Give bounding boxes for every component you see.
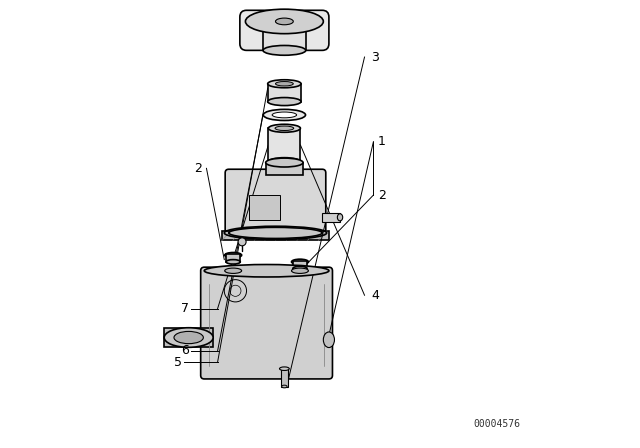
FancyBboxPatch shape — [268, 84, 301, 102]
Ellipse shape — [291, 268, 308, 273]
Text: 7: 7 — [180, 302, 189, 315]
Text: 6: 6 — [180, 345, 189, 358]
Ellipse shape — [282, 385, 287, 388]
Ellipse shape — [268, 98, 301, 106]
Text: 2: 2 — [194, 162, 202, 175]
Ellipse shape — [337, 214, 342, 221]
Ellipse shape — [238, 238, 246, 246]
Ellipse shape — [245, 9, 323, 34]
Ellipse shape — [204, 264, 329, 277]
FancyBboxPatch shape — [266, 163, 303, 175]
Text: 1: 1 — [378, 135, 386, 148]
Ellipse shape — [272, 112, 296, 118]
FancyBboxPatch shape — [268, 128, 300, 162]
FancyBboxPatch shape — [293, 260, 307, 268]
Ellipse shape — [226, 260, 240, 264]
Text: 3: 3 — [371, 51, 379, 64]
Text: 2: 2 — [378, 189, 386, 202]
Ellipse shape — [275, 82, 293, 86]
Ellipse shape — [275, 18, 293, 25]
Ellipse shape — [268, 124, 300, 132]
FancyBboxPatch shape — [281, 369, 288, 387]
FancyBboxPatch shape — [201, 267, 332, 379]
Ellipse shape — [291, 259, 308, 264]
Ellipse shape — [228, 227, 322, 238]
Ellipse shape — [174, 332, 204, 344]
Ellipse shape — [266, 158, 303, 167]
Ellipse shape — [280, 367, 289, 370]
Text: 00004576: 00004576 — [474, 419, 520, 429]
Ellipse shape — [275, 126, 294, 130]
Ellipse shape — [263, 45, 306, 55]
FancyBboxPatch shape — [263, 19, 306, 50]
FancyBboxPatch shape — [164, 328, 213, 347]
Ellipse shape — [225, 268, 242, 273]
Text: 5: 5 — [174, 356, 182, 369]
Ellipse shape — [225, 253, 242, 258]
FancyBboxPatch shape — [249, 195, 280, 220]
Text: 4: 4 — [371, 289, 379, 302]
Ellipse shape — [268, 80, 301, 88]
FancyBboxPatch shape — [222, 231, 329, 241]
FancyBboxPatch shape — [225, 169, 326, 237]
Ellipse shape — [164, 328, 213, 347]
Ellipse shape — [263, 109, 305, 121]
Ellipse shape — [268, 158, 300, 166]
Ellipse shape — [293, 266, 307, 271]
FancyBboxPatch shape — [240, 10, 329, 50]
FancyBboxPatch shape — [226, 254, 240, 262]
FancyBboxPatch shape — [322, 213, 340, 222]
Ellipse shape — [323, 332, 335, 348]
